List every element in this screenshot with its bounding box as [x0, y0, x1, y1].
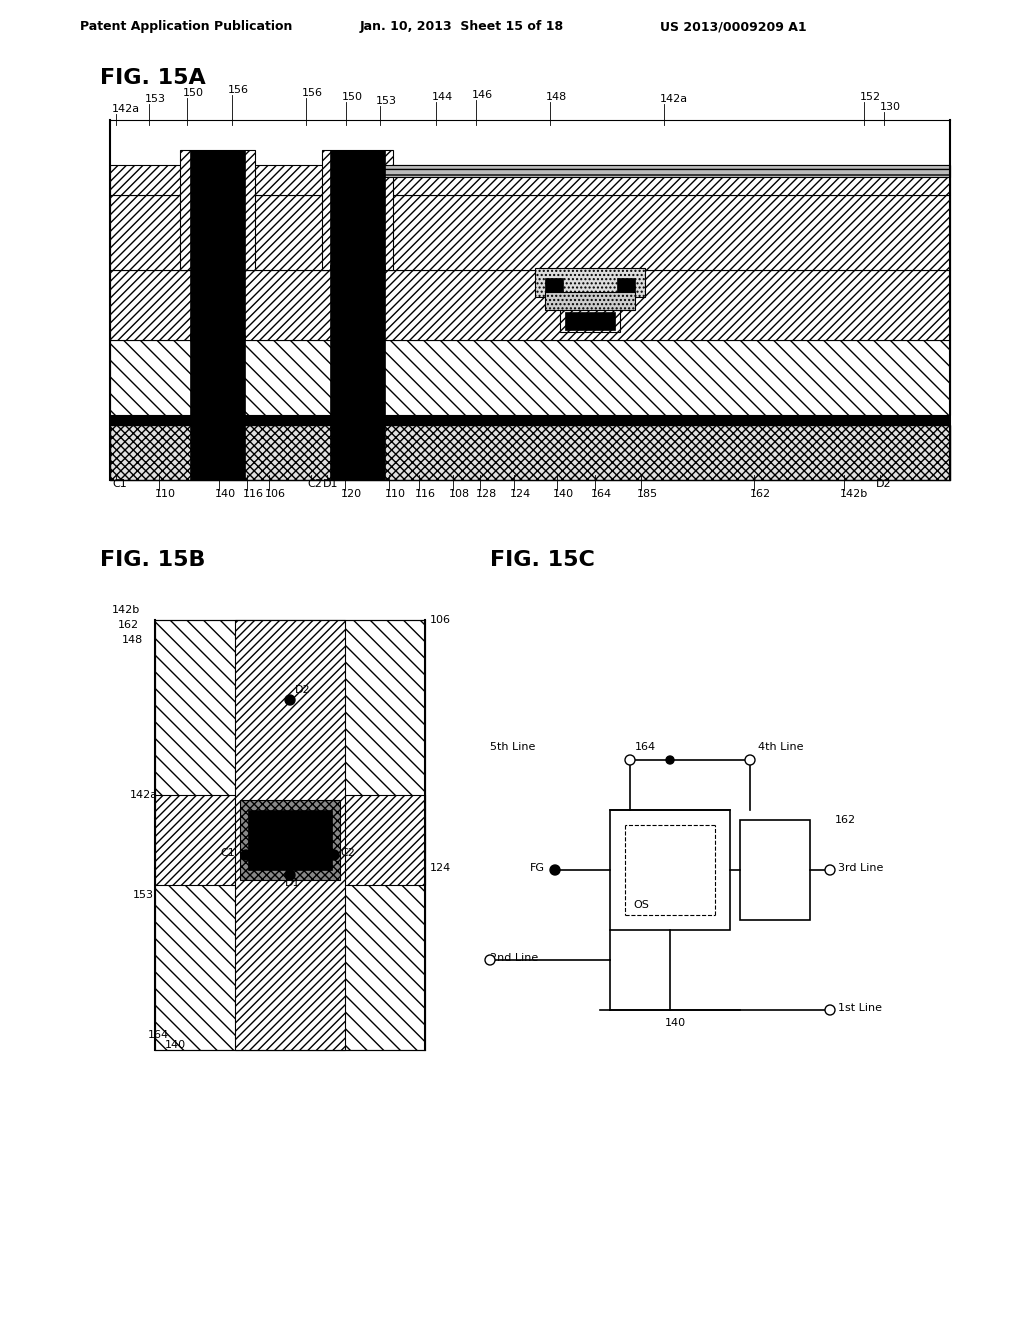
- Text: 130: 130: [880, 102, 901, 112]
- Bar: [740, 820, 810, 920]
- Text: C2: C2: [307, 479, 322, 488]
- Bar: [248, 810, 332, 870]
- Circle shape: [745, 755, 755, 766]
- Text: 110: 110: [385, 488, 406, 499]
- Text: C1: C1: [220, 847, 234, 858]
- Text: 2nd Line: 2nd Line: [490, 953, 539, 964]
- Text: FIG. 15A: FIG. 15A: [100, 69, 206, 88]
- Bar: [565, 312, 615, 330]
- Text: 124: 124: [510, 488, 531, 499]
- Bar: [190, 271, 245, 341]
- Text: 108: 108: [449, 488, 470, 499]
- Bar: [545, 279, 563, 292]
- Text: C1: C1: [112, 479, 127, 488]
- Text: 146: 146: [472, 90, 494, 100]
- Text: 153: 153: [376, 96, 397, 106]
- Text: 142a: 142a: [112, 104, 140, 114]
- Circle shape: [550, 865, 560, 875]
- Bar: [110, 195, 950, 271]
- Bar: [545, 292, 635, 310]
- Bar: [155, 795, 425, 884]
- Text: 142a: 142a: [660, 94, 688, 104]
- Text: 1st Line: 1st Line: [838, 1003, 882, 1012]
- Text: 153: 153: [145, 94, 166, 104]
- Bar: [610, 810, 730, 931]
- Bar: [322, 150, 393, 271]
- Circle shape: [485, 954, 495, 965]
- Text: 150: 150: [342, 92, 362, 102]
- Text: 128: 128: [476, 488, 498, 499]
- Bar: [330, 265, 385, 480]
- Text: 140: 140: [165, 1040, 186, 1049]
- Bar: [110, 341, 950, 414]
- Circle shape: [825, 1005, 835, 1015]
- Bar: [190, 150, 245, 271]
- Text: Jan. 10, 2013  Sheet 15 of 18: Jan. 10, 2013 Sheet 15 of 18: [360, 20, 564, 33]
- Text: 116: 116: [415, 488, 436, 499]
- Text: 106: 106: [265, 488, 286, 499]
- Bar: [110, 414, 950, 425]
- Text: 156: 156: [302, 88, 323, 98]
- Bar: [617, 279, 635, 292]
- Text: 116: 116: [243, 488, 264, 499]
- Text: D2: D2: [876, 479, 892, 488]
- Text: 124: 124: [430, 863, 452, 873]
- Text: 162: 162: [118, 620, 139, 630]
- Text: 162: 162: [835, 814, 856, 825]
- Bar: [380, 165, 950, 177]
- Circle shape: [625, 755, 635, 766]
- Text: 164: 164: [635, 742, 656, 752]
- Bar: [535, 268, 645, 297]
- Text: 185: 185: [637, 488, 658, 499]
- Bar: [110, 165, 950, 195]
- Bar: [155, 620, 425, 1049]
- Bar: [110, 425, 950, 480]
- Text: 148: 148: [546, 92, 567, 102]
- Text: 142a: 142a: [130, 789, 158, 800]
- Text: FG: FG: [530, 863, 545, 873]
- Bar: [190, 335, 245, 480]
- Circle shape: [241, 850, 251, 861]
- Text: 140: 140: [215, 488, 237, 499]
- Text: US 2013/0009209 A1: US 2013/0009209 A1: [660, 20, 807, 33]
- Text: 120: 120: [341, 488, 362, 499]
- Text: C2: C2: [340, 847, 355, 858]
- Text: 4th Line: 4th Line: [758, 742, 804, 752]
- Circle shape: [825, 865, 835, 875]
- Text: 140: 140: [553, 488, 574, 499]
- Text: 164: 164: [591, 488, 612, 499]
- Bar: [180, 150, 255, 271]
- Text: 153: 153: [133, 890, 154, 900]
- Text: 162: 162: [750, 488, 771, 499]
- Text: 106: 106: [430, 615, 451, 624]
- Text: 164: 164: [148, 1030, 169, 1040]
- Text: 3rd Line: 3rd Line: [838, 863, 884, 873]
- Text: D2: D2: [295, 685, 310, 696]
- Text: 110: 110: [155, 488, 176, 499]
- Text: D1: D1: [285, 878, 300, 888]
- Bar: [240, 800, 340, 880]
- Text: 142b: 142b: [112, 605, 140, 615]
- Bar: [110, 271, 950, 341]
- Text: 156: 156: [228, 84, 249, 95]
- Text: 150: 150: [183, 88, 204, 98]
- Text: 5th Line: 5th Line: [490, 742, 536, 752]
- Text: 142b: 142b: [840, 488, 868, 499]
- Text: Patent Application Publication: Patent Application Publication: [80, 20, 293, 33]
- Text: 152: 152: [860, 92, 881, 102]
- Bar: [560, 310, 620, 333]
- Circle shape: [329, 850, 339, 861]
- Bar: [234, 620, 345, 1049]
- Text: 140: 140: [665, 1018, 686, 1028]
- Circle shape: [285, 870, 295, 880]
- Text: 144: 144: [432, 92, 454, 102]
- Text: 148: 148: [122, 635, 143, 645]
- Text: OS: OS: [633, 900, 649, 909]
- Bar: [330, 150, 385, 271]
- Circle shape: [285, 696, 295, 705]
- Text: FIG. 15B: FIG. 15B: [100, 550, 206, 570]
- Text: FIG. 15C: FIG. 15C: [490, 550, 595, 570]
- Text: D1: D1: [323, 479, 339, 488]
- Circle shape: [666, 756, 674, 764]
